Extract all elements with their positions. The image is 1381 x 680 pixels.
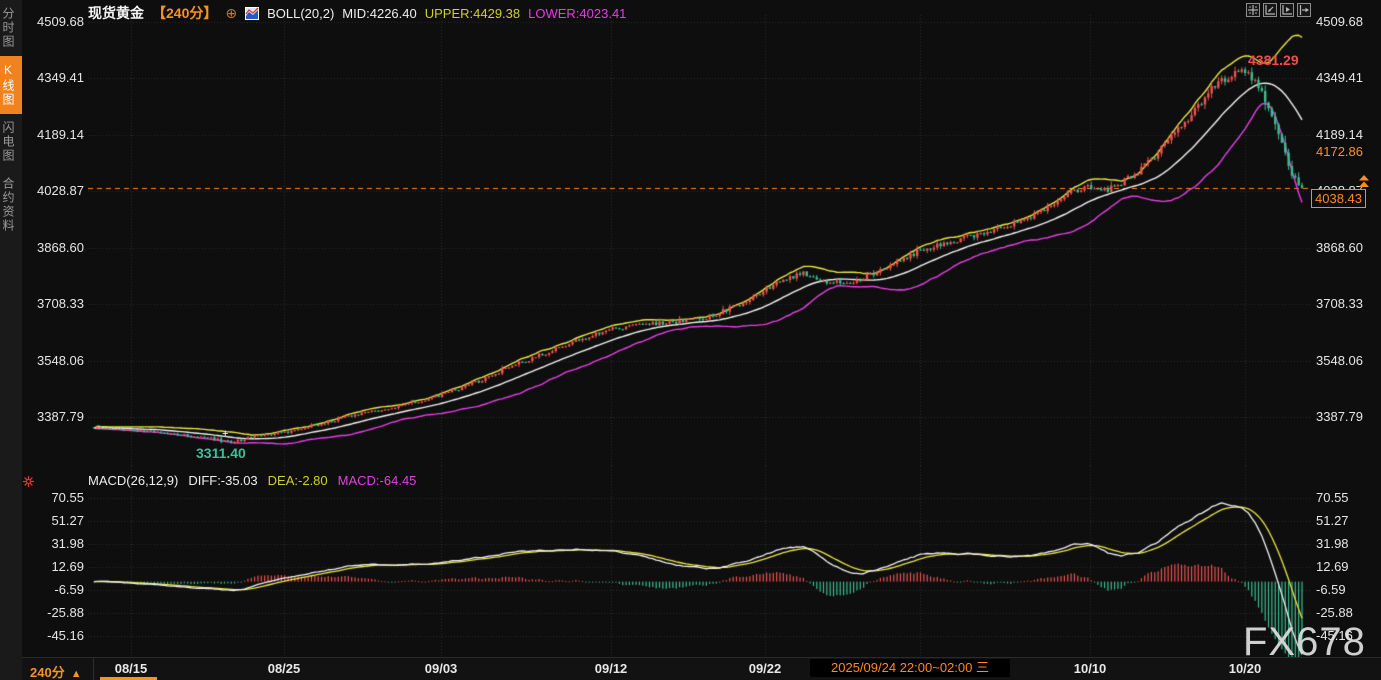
x-axis-date-label: 08/15	[114, 661, 148, 676]
low-price-marker: 3311.40	[196, 445, 246, 461]
macd-hist-value: MACD:-64.45	[337, 473, 417, 488]
price-tick-label-right: 3708.33	[1316, 296, 1363, 312]
price-tick-label-right: 3868.60	[1316, 239, 1363, 255]
boll-upper-value: UPPER:4429.38	[424, 5, 521, 21]
macd-tick-label-right: 51.27	[1316, 512, 1349, 528]
pan-crosshair-icon[interactable]	[1246, 3, 1260, 17]
macd-diff-value: DIFF:-35.03	[188, 473, 258, 488]
price-tick-label-right: 3548.06	[1316, 352, 1363, 368]
sidebar-item-1[interactable]: K线图	[0, 56, 22, 114]
macd-tick-label-left: -45.16	[47, 627, 84, 643]
sidebar-item-3[interactable]: 合约资料	[1, 177, 15, 233]
macd-tick-label-left: -6.59	[54, 581, 84, 597]
macd-tick-label-right: 12.69	[1316, 558, 1349, 574]
mini-chart-icon[interactable]	[245, 6, 260, 20]
price-tick-label-left: 4028.87	[37, 183, 84, 199]
high-price-marker: 4381.29	[1248, 52, 1299, 68]
price-tick-label-left: 4349.41	[37, 70, 84, 86]
main-price-chart[interactable]	[88, 0, 1310, 466]
period-up-arrow-icon: ▲	[70, 668, 82, 680]
macd-tick-label-right: -25.88	[1316, 604, 1353, 620]
price-tick-label-left: 3387.79	[37, 409, 84, 424]
macd-tick-label-right: -6.59	[1316, 581, 1346, 597]
goto-latest-icon[interactable]	[1297, 3, 1311, 17]
macd-header: MACD(26,12,9) DIFF:-35.03 DEA:-2.80 MACD…	[88, 473, 416, 488]
secondary-price-tag: 4172.86	[1313, 143, 1366, 160]
price-tick-label-right: 4189.14	[1316, 126, 1363, 142]
period-selector-label: 240分	[30, 665, 65, 680]
macd-tick-label-left: 31.98	[51, 535, 84, 551]
scrollbar-thumb[interactable]	[100, 677, 157, 680]
circle-plus-icon[interactable]: ⊕	[225, 5, 238, 21]
chart-toolbar	[1246, 3, 1311, 17]
x-axis-date-label: 09/12	[594, 661, 628, 676]
brand-watermark: FX678	[1243, 620, 1366, 664]
boll-label: BOLL(20,2)	[267, 5, 335, 21]
price-tick-label-left: 3548.06	[37, 352, 84, 368]
price-tick-label-left: 3868.60	[37, 239, 84, 255]
boll-mid-value: MID:4226.40	[342, 5, 417, 21]
x-axis-date-label: 09/22	[748, 661, 782, 676]
price-tick-label-right: 4349.41	[1316, 70, 1363, 86]
period-selector[interactable]: 240分 ▲	[30, 662, 82, 680]
macd-tick-label-right: 31.98	[1316, 535, 1349, 551]
sidebar-item-0[interactable]: 分时图	[1, 7, 15, 49]
macd-tick-label-left: 12.69	[51, 558, 84, 574]
x-axis-date-label: 09/03	[424, 661, 458, 676]
period-label: 【240分】	[152, 5, 218, 21]
bottom-bar-divider	[93, 658, 94, 680]
macd-tick-label-left: 70.55	[51, 489, 84, 505]
macd-settings-star-icon[interactable]	[22, 475, 35, 488]
price-tick-label-right: 4509.68	[1316, 14, 1363, 29]
play-axis-icon[interactable]	[1280, 3, 1294, 17]
chart-header: 现货黄金 【240分】 ⊕ BOLL(20,2) MID:4226.40 UPP…	[88, 3, 626, 23]
boll-lower-value: LOWER:4023.41	[528, 5, 627, 21]
macd-title: MACD(26,12,9)	[88, 473, 179, 488]
time-axis-bar: 240分 ▲ 2025/09/24 22:00~02:00 三 08/15 08/2…	[22, 657, 1381, 680]
x-axis-date-label: 10/20	[1228, 661, 1262, 676]
last-price-tag: 4038.43	[1311, 189, 1366, 208]
x-axis-date-label: 10/10	[1073, 661, 1107, 676]
macd-tick-label-right: -45.16	[1316, 627, 1353, 643]
macd-tick-label-left: -25.88	[47, 604, 84, 620]
macd-indicator-chart[interactable]	[88, 466, 1310, 658]
price-tick-label-left: 3708.33	[37, 296, 84, 312]
macd-tick-label-right: 70.55	[1316, 489, 1349, 505]
symbol-name: 现货黄金	[88, 5, 144, 21]
low-point-cross-icon: +	[222, 428, 229, 440]
crosshair-date-tooltip: 2025/09/24 22:00~02:00 三	[810, 659, 1010, 677]
zoom-axis-icon[interactable]	[1263, 3, 1277, 17]
price-tick-label-left: 4509.68	[37, 14, 84, 29]
macd-dea-value: DEA:-2.80	[267, 473, 328, 488]
price-tick-label-right: 3387.79	[1316, 409, 1363, 424]
macd-tick-label-left: 51.27	[51, 512, 84, 528]
chart-type-sidebar: 分时图 K线图闪电图合约资料	[0, 0, 22, 680]
sidebar-item-2[interactable]: 闪电图	[1, 121, 15, 163]
x-axis-date-label: 08/25	[267, 661, 301, 676]
alert-up-icon[interactable]	[1358, 175, 1370, 188]
price-tick-label-left: 4189.14	[37, 126, 84, 142]
